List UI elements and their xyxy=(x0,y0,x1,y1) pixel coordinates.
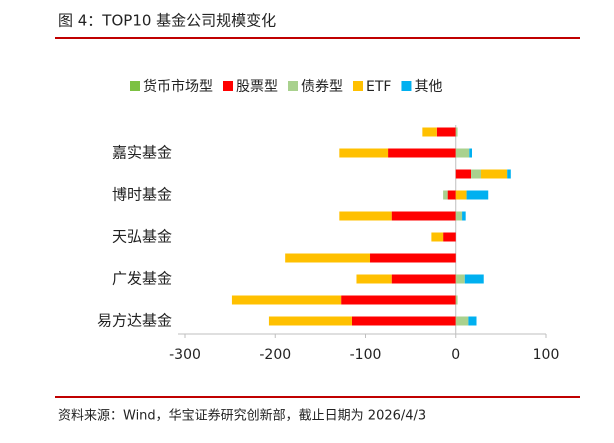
bar xyxy=(443,232,456,242)
bar xyxy=(455,274,465,284)
legend-swatch xyxy=(130,81,140,91)
y-tick-label: 广发基金 xyxy=(112,270,172,288)
bar xyxy=(356,274,392,284)
bar xyxy=(391,211,456,221)
bar xyxy=(431,232,444,242)
x-tick-label: -200 xyxy=(259,347,291,363)
bar xyxy=(391,274,456,284)
x-tick-label: 0 xyxy=(451,347,460,363)
y-tick-label: 博时基金 xyxy=(112,186,172,204)
bar xyxy=(455,316,469,326)
bar xyxy=(471,169,482,179)
bar xyxy=(455,148,470,158)
bar xyxy=(455,295,458,305)
bar xyxy=(462,211,466,221)
bar xyxy=(388,148,456,158)
bar xyxy=(443,190,448,200)
legend-label: ETF xyxy=(366,79,391,95)
bar xyxy=(422,127,437,137)
bar xyxy=(285,253,371,263)
chart-title: 图 4：TOP10 基金公司规模变化 xyxy=(58,12,276,30)
x-tick-label: -100 xyxy=(350,347,382,363)
bar xyxy=(351,316,456,326)
bar xyxy=(447,190,456,200)
bar xyxy=(436,127,456,137)
bar xyxy=(455,169,472,179)
y-tick-label: 嘉实基金 xyxy=(112,144,172,162)
legend-swatch xyxy=(353,81,363,91)
bar xyxy=(268,316,352,326)
bar xyxy=(455,127,458,137)
legend-label: 股票型 xyxy=(236,79,278,95)
bar xyxy=(370,253,456,263)
legend-label: 债券型 xyxy=(301,79,343,95)
y-tick-label: 天弘基金 xyxy=(112,228,172,246)
bar xyxy=(339,211,392,221)
bar xyxy=(466,190,489,200)
bar xyxy=(455,190,467,200)
legend-swatch xyxy=(223,81,233,91)
legend-swatch xyxy=(401,81,412,91)
legend-swatch xyxy=(288,81,298,91)
bar xyxy=(231,295,342,305)
bar xyxy=(341,295,456,305)
x-tick-label: -300 xyxy=(169,347,201,363)
bar xyxy=(469,148,472,158)
bar xyxy=(468,316,477,326)
legend-label: 其他 xyxy=(414,79,442,95)
source: 资料来源：Wind，华宝证券研究创新部，截止日期为 2026/4/3 xyxy=(58,408,426,424)
bar xyxy=(464,274,484,284)
x-tick-label: 100 xyxy=(533,347,560,363)
y-tick-label: 易方达基金 xyxy=(97,312,172,330)
bar xyxy=(481,169,508,179)
bar xyxy=(455,211,463,221)
bar xyxy=(339,148,389,158)
bar xyxy=(507,169,511,179)
legend-label: 货币市场型 xyxy=(143,78,213,95)
